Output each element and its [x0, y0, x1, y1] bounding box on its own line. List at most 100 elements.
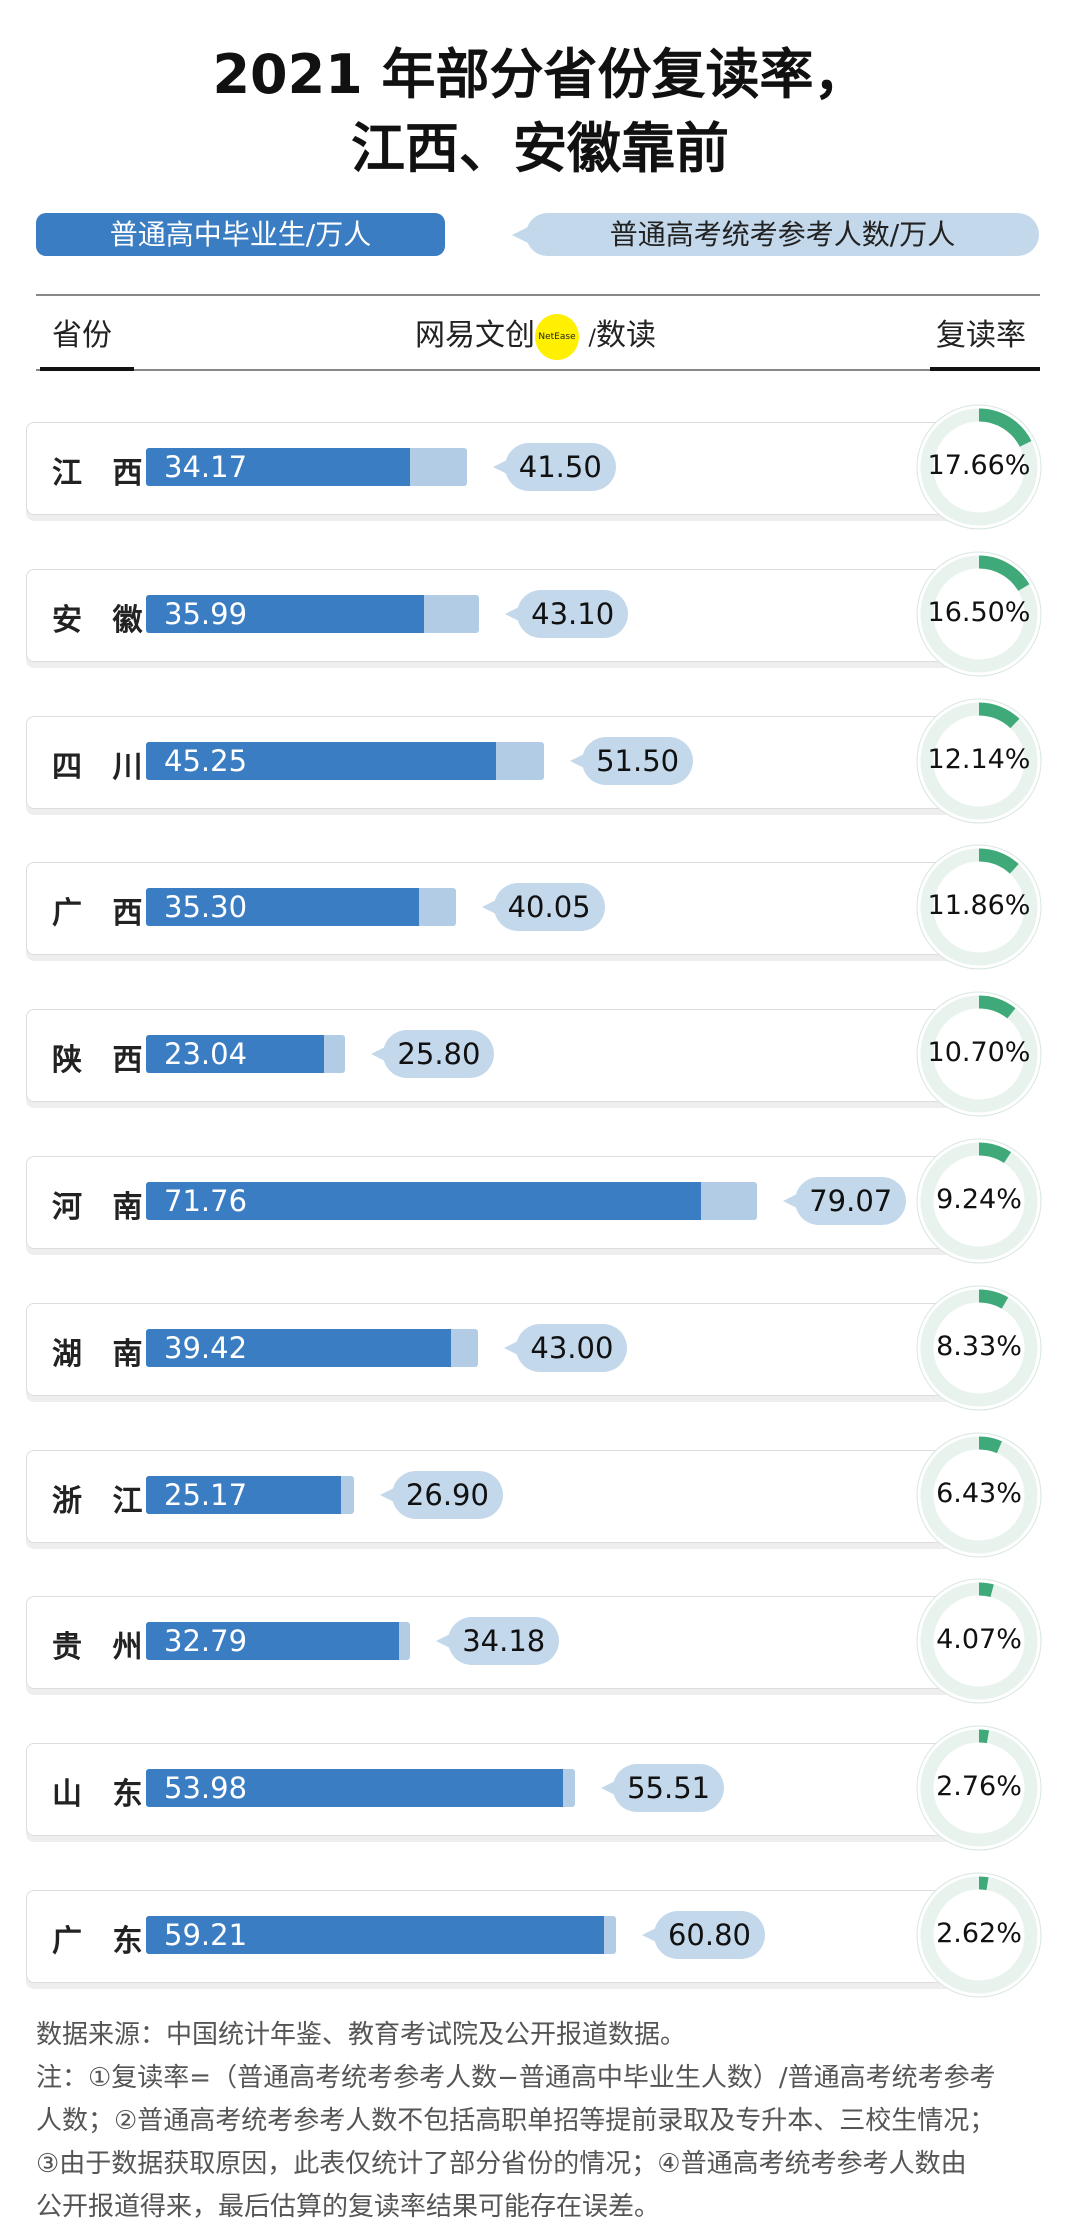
graduates-bar	[146, 1916, 604, 1954]
rate-value: 2.76%	[936, 1771, 1022, 1803]
note-line: ③由于数据获取原因，此表仅统计了部分省份的情况；④普通高考统考参考人数由	[36, 2149, 967, 2179]
footer-notes: 注：①复读率=（普通高考统考参考人数−普通高中毕业生人数）/普通高考统考参考 人…	[36, 2057, 1046, 2229]
examinees-value: 55.51	[601, 1764, 725, 1813]
province-label: 广 西	[52, 896, 153, 932]
table-row: 陕 西 23.04 25.80 10.70%	[26, 991, 1042, 1117]
table-row: 湖 南 39.42 43.00 8.33%	[26, 1285, 1042, 1411]
rate-value: 10.70%	[927, 1037, 1031, 1069]
province-label: 广 东	[52, 1924, 153, 1959]
legend-examinees: 普通高考统考参考人数/万人	[512, 213, 1039, 256]
table-row: 山 东 53.98 55.51 2.76%	[26, 1725, 1042, 1851]
rate-donut	[916, 991, 1042, 1117]
header-province: 省份	[52, 318, 112, 353]
donut-arc	[920, 555, 1038, 673]
title-line-2: 江西、安徽靠前	[351, 117, 729, 180]
note-line: 公开报道得来，最后估算的复读率结果可能存在误差。	[36, 2192, 661, 2222]
province-label: 河 南	[52, 1190, 153, 1225]
donut-bg	[916, 844, 1042, 970]
province-label: 陕 西	[52, 1043, 153, 1079]
donut-bg	[916, 1725, 1042, 1851]
rate-donut	[916, 1872, 1042, 1998]
rate-donut	[916, 551, 1042, 677]
donut-bg	[916, 1285, 1042, 1411]
graduates-bar	[146, 1035, 325, 1074]
logo: 网易文创 NetEase /数读	[415, 310, 656, 360]
examinees-value: 40.05	[481, 883, 605, 932]
graduates-bar	[146, 888, 419, 927]
rate-donut	[916, 1138, 1042, 1264]
header-accent-left	[40, 367, 134, 371]
province-label: 湖 南	[52, 1336, 153, 1372]
table-row: 浙 江 25.17 26.90 6.43%	[26, 1432, 1042, 1558]
table-row: 广 西 35.30 40.05 11.86%	[26, 844, 1042, 970]
province-label: 山 东	[52, 1777, 153, 1813]
header-top-line	[36, 294, 1040, 296]
donut-bg	[916, 404, 1042, 530]
graduates-value: 59.21	[164, 1918, 248, 1952]
rate-donut	[916, 404, 1042, 530]
donut-bg	[916, 1138, 1042, 1264]
donut-bg	[916, 1578, 1042, 1704]
graduates-bar	[146, 594, 425, 633]
graduates-value: 53.98	[164, 1771, 248, 1806]
table-row: 安 徽 35.99 43.10 16.50%	[26, 551, 1042, 677]
graduates-value: 39.42	[164, 1330, 248, 1365]
title-line-1: 2021 年部分省份复读率，	[212, 43, 868, 106]
donut-arc	[920, 408, 1038, 526]
logo-text: 网易文创	[415, 318, 535, 353]
donut-arc	[920, 995, 1038, 1113]
donut-bg	[916, 991, 1042, 1117]
examinees-value: 34.18	[436, 1617, 560, 1666]
table-row: 广 东 59.21 60.80 2.62%	[26, 1872, 1042, 1998]
logo-sub: 数读	[595, 318, 656, 353]
rate-value: 9.24%	[936, 1184, 1022, 1215]
donut-bg	[916, 1432, 1042, 1558]
examinees-value: 43.10	[505, 589, 629, 638]
donut-arc	[920, 1289, 1038, 1407]
examinees-value: 25.80	[371, 1030, 495, 1079]
logo-badge: NetEase	[535, 313, 579, 360]
table-row: 贵 州 32.79 34.18 4.07%	[26, 1578, 1042, 1704]
donut-arc	[920, 1436, 1038, 1554]
graduates-bar	[146, 1182, 701, 1220]
graduates-value: 71.76	[164, 1184, 248, 1218]
graduates-bar	[146, 1769, 564, 1808]
province-label: 安 徽	[52, 602, 153, 638]
graduates-bar	[146, 1622, 400, 1661]
graduates-value: 32.79	[164, 1624, 248, 1659]
rate-donut	[916, 1285, 1042, 1411]
province-label: 四 川	[52, 749, 153, 785]
rate-donut	[916, 844, 1042, 970]
header-rate: 复读率	[936, 318, 1026, 353]
table-row: 江 西 34.17 41.50 17.66%	[26, 404, 1042, 530]
graduates-value: 35.99	[164, 596, 248, 631]
examinees-value: 41.50	[492, 443, 616, 491]
rate-donut	[916, 1578, 1042, 1704]
logo-sep: /	[588, 326, 596, 351]
examinees-value: 43.00	[504, 1323, 628, 1372]
graduates-value: 34.17	[164, 450, 248, 484]
donut-bg	[916, 551, 1042, 677]
donut-bg	[916, 698, 1042, 824]
examinees-value: 79.07	[783, 1177, 907, 1225]
donut-arc	[920, 1729, 1038, 1847]
table-row: 河 南 71.76 79.07 9.24%	[26, 1138, 1042, 1264]
header-bottom-line	[36, 369, 1040, 371]
graduates-bar	[146, 741, 496, 780]
province-label: 江 西	[52, 456, 153, 491]
examinees-value: 60.80	[641, 1911, 765, 1959]
graduates-bar	[146, 1328, 451, 1367]
rate-donut	[916, 698, 1042, 824]
header-accent-right	[930, 367, 1040, 371]
rate-value: 11.86%	[927, 890, 1031, 922]
donut-arc	[920, 702, 1038, 820]
rate-donut	[916, 1725, 1042, 1851]
graduates-value: 35.30	[164, 890, 248, 925]
rate-value: 4.07%	[936, 1624, 1022, 1656]
province-label: 浙 江	[52, 1483, 153, 1519]
examinees-value: 26.90	[379, 1470, 503, 1519]
note-line: 注：①复读率=（普通高考统考参考人数−普通高中毕业生人数）/普通高考统考参考	[36, 2063, 996, 2093]
graduates-value: 25.17	[164, 1477, 248, 1512]
graduates-bar	[146, 448, 411, 486]
